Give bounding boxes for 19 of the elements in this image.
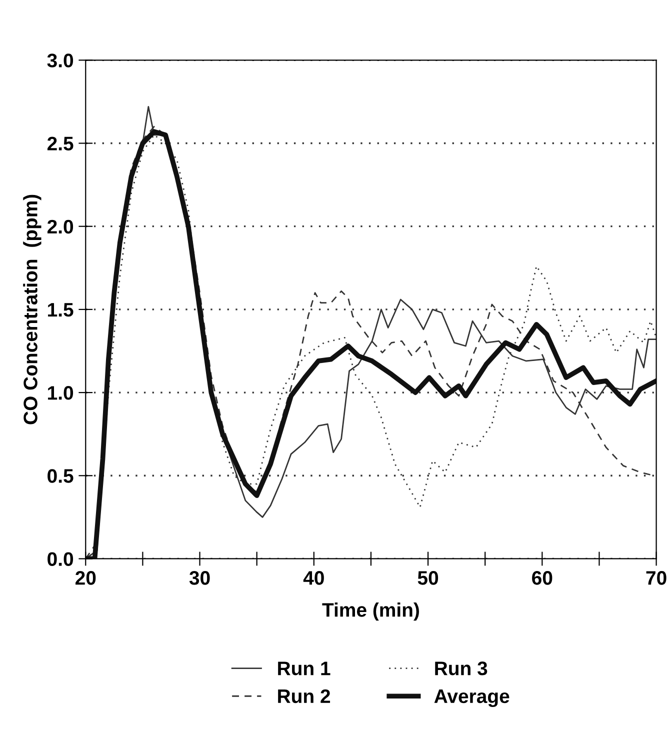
x-tick-label: 20 (75, 571, 96, 585)
legend-label: Run 2 (278, 689, 330, 704)
x-axis-title: Time (min) (322, 602, 419, 621)
y-axis-title: CO Concentration (ppm) (23, 194, 42, 424)
y-tick-label: 2.5 (47, 136, 74, 150)
x-tick-label: 30 (189, 571, 210, 585)
y-tick-label: 3.0 (47, 54, 74, 68)
y-tick-label: 1.0 (48, 386, 74, 400)
y-tick-label: 2.0 (47, 220, 74, 234)
x-tick-label: 40 (303, 571, 324, 585)
x-tick-label: 50 (418, 571, 438, 585)
legend-label: Average (434, 690, 510, 708)
y-tick-label: 1.5 (48, 303, 74, 317)
y-tick-label: 0.5 (48, 469, 74, 483)
legend-label: Run 3 (435, 662, 488, 676)
x-tick-label: 70 (646, 571, 666, 585)
y-tick-label: 0.0 (48, 552, 74, 566)
x-tick-label: 60 (532, 571, 552, 585)
legend-label: Run 1 (278, 662, 330, 676)
